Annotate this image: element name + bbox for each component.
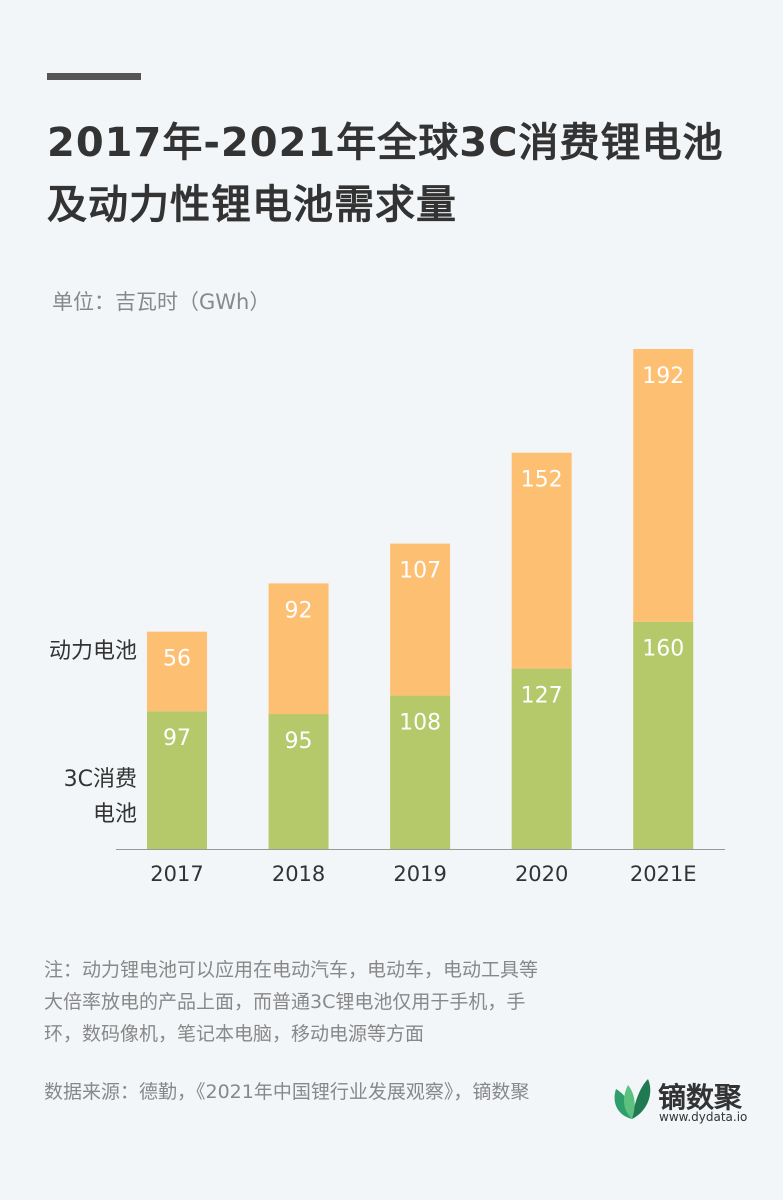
bar-segment — [268, 583, 329, 715]
value-label: 152 — [521, 468, 563, 493]
bar-segment — [511, 668, 572, 849]
source: 数据来源：德勤，《2021年中国锂行业发展观察》，镝数聚 — [44, 1081, 530, 1103]
unit-label: 单位：吉瓦时（GWh） — [52, 290, 271, 314]
x-tick-label: 2019 — [393, 862, 446, 886]
value-label: 127 — [521, 684, 563, 709]
note: 注：动力锂电池可以应用在电动汽车，电动车，电动工具等大倍率放电的产品上面，而普通… — [44, 959, 539, 1045]
bar-segment — [633, 349, 694, 622]
bar-segment — [147, 631, 207, 712]
legend-label: 动力电池 — [48, 639, 137, 664]
x-tick-label: 2021E — [630, 862, 697, 886]
value-label: 107 — [399, 559, 441, 584]
logo-url: www.dydata.io — [659, 1110, 748, 1124]
bar-segment — [633, 621, 694, 849]
x-tick-label: 2017 — [150, 862, 203, 886]
value-label: 108 — [399, 711, 441, 736]
bar-segment — [147, 711, 207, 849]
logo-icon — [614, 1079, 651, 1119]
chart-title: 2017年-2021年全球3C消费锂电池及动力性锂电池需求量 — [47, 120, 724, 228]
value-label: 160 — [642, 637, 684, 662]
value-label: 192 — [642, 364, 684, 389]
bar-segment — [390, 695, 451, 849]
logo-name: 镝数聚 — [658, 1081, 743, 1114]
bar-segment — [390, 543, 451, 696]
value-label: 97 — [163, 726, 191, 751]
value-label: 95 — [285, 729, 313, 754]
value-label: 56 — [163, 647, 191, 672]
x-tick-label: 2020 — [515, 862, 568, 886]
bar-segment — [268, 714, 329, 849]
chart: 97 56 2017 95 92 2018 108 107 2019 127 152 2020 160 1… — [116, 349, 725, 886]
value-label: 92 — [285, 598, 313, 623]
top-bar — [47, 73, 141, 80]
x-tick-label: 2018 — [272, 862, 325, 886]
legend-label: 3C消费电池 — [63, 767, 137, 827]
bar-segment — [511, 452, 572, 669]
